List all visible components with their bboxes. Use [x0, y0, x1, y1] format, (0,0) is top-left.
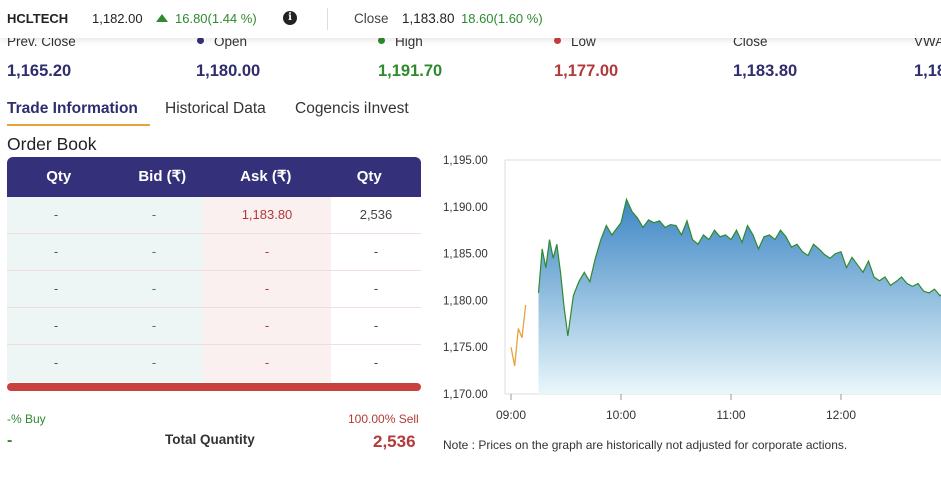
table-row: - - - -	[7, 345, 421, 382]
bid-price-cell: -	[105, 197, 203, 233]
table-row: - - - -	[7, 234, 421, 271]
x-tick-label: 10:00	[606, 408, 636, 422]
y-tick-label: 1,170.00	[443, 389, 488, 401]
total-sell-quantity: 2,536	[373, 432, 416, 451]
sell-percentage: 100.00% Sell	[348, 412, 419, 426]
y-tick-label: 1,195.00	[443, 155, 488, 167]
buy-sell-ratio-bar	[7, 383, 421, 391]
price-line	[537, 197, 941, 337]
info-icon[interactable]: i	[283, 11, 297, 25]
ask-price-cell: 1,183.80	[203, 197, 331, 233]
intraday-price-chart[interactable]: 1,195.00 1,190.00 1,185.00 1,180.00 1,175.00…	[440, 150, 941, 430]
bid-price-cell: -	[105, 271, 203, 307]
ask-price-cell: -	[203, 308, 331, 344]
price-change: 16.80(1.44 %)	[156, 11, 257, 26]
order-book-table: Qty Bid (₹) Ask (₹) Qty - - 1,183.80 2,5…	[7, 157, 421, 391]
chart-note: Note : Prices on the graph are historica…	[443, 438, 848, 452]
high-dot-icon	[378, 37, 385, 44]
tab-trade-information[interactable]: Trade Information	[7, 100, 138, 117]
tab-cogencis-iinvest[interactable]: Cogencis iInvest	[295, 100, 409, 117]
stat-value-high: 1,191.70	[378, 62, 443, 80]
stat-value-low: 1,177.00	[554, 62, 619, 80]
col-ask-qty: Qty	[356, 168, 382, 185]
ask-price-cell: -	[203, 234, 331, 270]
tab-historical-data[interactable]: Historical Data	[165, 100, 266, 117]
price-area-fill	[538, 199, 941, 394]
col-bid-price: Bid (₹)	[138, 168, 187, 185]
col-bid-qty: Qty	[46, 168, 72, 185]
header-divider	[327, 8, 328, 30]
ask-qty-cell: -	[331, 271, 421, 307]
x-tick-label: 11:00	[716, 408, 745, 422]
stat-value-prev-close: 1,165.20	[7, 62, 72, 80]
stat-value-open: 1,180.00	[196, 62, 261, 80]
bid-price-cell: -	[105, 345, 203, 382]
col-ask-price: Ask (₹)	[240, 168, 292, 185]
bid-price-cell: -	[105, 234, 203, 270]
ask-qty-cell: -	[331, 308, 421, 344]
low-dot-icon	[554, 37, 561, 44]
y-tick-label: 1,190.00	[443, 202, 488, 214]
bid-qty-cell: -	[7, 234, 105, 270]
last-traded-price: 1,182.00	[92, 11, 143, 26]
bid-qty-cell: -	[7, 308, 105, 344]
table-row: - - - -	[7, 308, 421, 345]
total-buy-quantity: -	[7, 432, 13, 449]
table-row: - - 1,183.80 2,536	[7, 197, 421, 234]
stat-value-close: 1,183.80	[733, 62, 798, 80]
y-tick-label: 1,175.00	[443, 342, 488, 354]
y-tick-label: 1,185.00	[443, 249, 488, 261]
close-label: Close	[354, 11, 389, 26]
total-quantity-label: Total Quantity	[165, 432, 255, 447]
order-book-header: Qty Bid (₹) Ask (₹) Qty	[7, 157, 421, 197]
price-change-value: 16.80(1.44 %)	[175, 11, 257, 26]
ask-qty-cell: -	[331, 234, 421, 270]
x-tick-label: 09:00	[496, 408, 526, 422]
buy-percentage: -% Buy	[7, 412, 46, 426]
active-tab-indicator	[7, 124, 150, 126]
order-book-title: Order Book	[7, 134, 97, 154]
y-tick-label: 1,180.00	[443, 295, 488, 307]
close-value: 1,183.80	[402, 11, 455, 26]
open-dot-icon	[197, 37, 204, 44]
bid-qty-cell: -	[7, 345, 105, 382]
ask-price-cell: -	[203, 345, 331, 382]
bid-qty-cell: -	[7, 271, 105, 307]
pre-open-price-line	[510, 305, 527, 367]
x-tick-label: 12:00	[826, 408, 856, 422]
stat-value-vwap: 1,18	[914, 62, 941, 80]
bid-qty-cell: -	[7, 197, 105, 233]
stock-symbol: HCLTECH	[7, 11, 69, 26]
up-arrow-icon	[156, 14, 168, 22]
sticky-quote-header: HCLTECH 1,182.00 16.80(1.44 %) i Close 1…	[0, 0, 941, 38]
bid-price-cell: -	[105, 308, 203, 344]
table-row: - - - -	[7, 271, 421, 308]
ask-price-cell: -	[203, 271, 331, 307]
close-change: 18.60(1.60 %)	[461, 11, 543, 26]
ask-qty-cell: -	[331, 345, 421, 382]
ask-qty-cell: 2,536	[331, 197, 421, 233]
